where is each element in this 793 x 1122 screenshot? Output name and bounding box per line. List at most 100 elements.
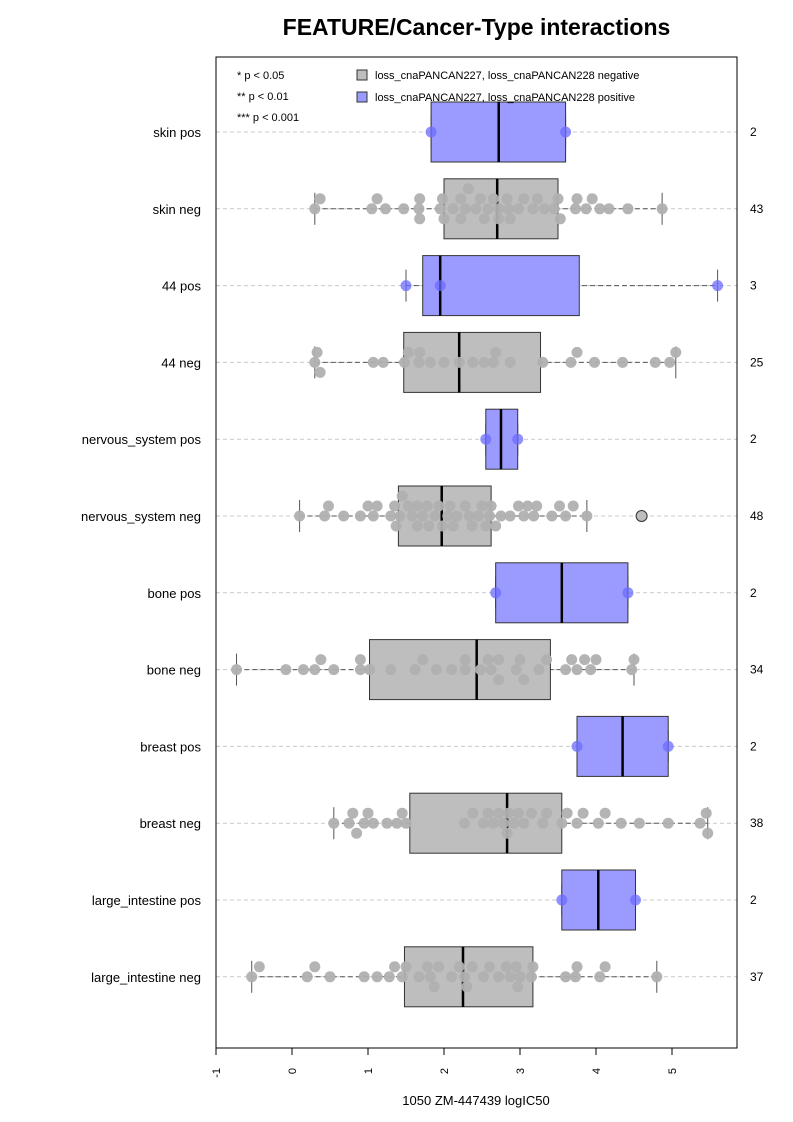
row-count-skin-neg: 43 xyxy=(750,202,764,216)
data-point-44-neg xyxy=(414,346,426,358)
data-point-bone-neg xyxy=(510,664,522,676)
data-point-bone-neg xyxy=(409,664,421,676)
data-point-skin-pos xyxy=(560,126,572,138)
data-point-large-intestine-neg xyxy=(453,961,465,973)
data-point-44-neg xyxy=(588,356,600,368)
data-point-skin-neg xyxy=(482,203,494,215)
data-point-skin-neg xyxy=(503,203,515,215)
data-point-44-neg xyxy=(438,356,450,368)
data-point-bone-neg xyxy=(493,674,505,686)
data-point-nervous-system-neg xyxy=(447,520,459,532)
row-count-large-intestine-neg: 37 xyxy=(750,970,764,984)
data-point-skin-neg xyxy=(434,203,446,215)
data-point-nervous-system-neg xyxy=(322,500,334,512)
data-point-large-intestine-neg xyxy=(446,971,458,983)
data-point-44-neg xyxy=(478,356,490,368)
data-point-nervous-system-neg xyxy=(367,510,379,522)
data-point-bone-neg xyxy=(585,664,597,676)
data-point-large-intestine-neg xyxy=(504,971,516,983)
data-point-large-intestine-neg xyxy=(413,971,425,983)
row-label-breast-pos: breast pos xyxy=(140,739,201,754)
data-point-44-pos xyxy=(712,280,724,292)
data-point-breast-pos xyxy=(571,740,583,752)
data-point-large-intestine-neg xyxy=(512,981,524,993)
data-point-skin-neg xyxy=(571,193,583,205)
data-point-breast-neg xyxy=(478,817,490,829)
data-point-skin-neg xyxy=(548,203,560,215)
data-point-skin-neg xyxy=(504,213,516,225)
point-layer xyxy=(231,126,724,993)
data-point-skin-neg xyxy=(603,203,615,215)
x-tick-label-0: 0 xyxy=(287,1068,299,1074)
data-point-nervous-system-neg xyxy=(385,510,397,522)
data-point-large-intestine-neg xyxy=(466,961,478,973)
row-label-nervous-system-neg: nervous_system neg xyxy=(81,509,201,524)
data-point-skin-neg xyxy=(470,203,482,215)
row-label-skin-pos: skin pos xyxy=(153,125,201,140)
data-point-nervous-system-neg xyxy=(480,520,492,532)
data-point-breast-neg xyxy=(351,827,363,839)
data-point-breast-neg xyxy=(493,807,505,819)
data-point-nervous-system-pos xyxy=(480,433,492,445)
data-point-breast-neg xyxy=(503,807,515,819)
data-point-bone-neg xyxy=(590,654,602,666)
data-point-nervous-system-neg xyxy=(319,510,331,522)
data-point-breast-neg xyxy=(482,807,494,819)
row-count-bone-pos: 2 xyxy=(750,586,757,600)
data-point-breast-neg xyxy=(487,817,499,829)
data-point-44-neg xyxy=(402,346,414,358)
data-point-skin-pos xyxy=(425,126,437,138)
data-point-large-intestine-pos xyxy=(556,894,568,906)
data-point-nervous-system-neg xyxy=(466,520,478,532)
data-point-skin-neg xyxy=(309,203,321,215)
data-point-44-neg xyxy=(571,346,583,358)
data-point-breast-neg xyxy=(694,817,706,829)
data-point-nervous-system-neg xyxy=(433,500,445,512)
data-point-skin-neg xyxy=(314,193,326,205)
data-point-bone-neg xyxy=(328,664,340,676)
x-tick-label-2: 2 xyxy=(439,1068,451,1074)
box-44-pos xyxy=(422,255,580,317)
data-point-skin-neg xyxy=(459,203,471,215)
data-point-skin-neg xyxy=(656,203,668,215)
data-point-nervous-system-neg xyxy=(389,500,401,512)
data-point-nervous-system-neg xyxy=(354,510,366,522)
data-point-large-intestine-neg xyxy=(396,971,408,983)
data-point-skin-neg xyxy=(447,203,459,215)
data-point-skin-neg xyxy=(487,193,499,205)
data-point-large-intestine-neg xyxy=(571,961,583,973)
data-point-bone-neg xyxy=(446,664,458,676)
data-point-breast-neg xyxy=(571,817,583,829)
data-point-nervous-system-neg xyxy=(512,500,524,512)
data-point-nervous-system-neg xyxy=(485,500,497,512)
data-point-nervous-system-neg xyxy=(371,500,383,512)
data-point-bone-neg xyxy=(459,664,471,676)
significance-legend-item: * p < 0.05 xyxy=(237,70,284,82)
x-axis-title: 1050 ZM-447439 logIC50 xyxy=(402,1093,549,1108)
x-tick-label-4: 4 xyxy=(591,1068,603,1074)
data-point-skin-neg xyxy=(379,203,391,215)
x-tick-label-5: 5 xyxy=(667,1068,679,1074)
data-point-large-intestine-neg xyxy=(371,971,383,983)
data-point-breast-neg xyxy=(592,817,604,829)
data-point-skin-neg xyxy=(501,193,513,205)
data-point-bone-neg xyxy=(485,664,497,676)
data-point-nervous-system-neg xyxy=(421,500,433,512)
data-point-bone-neg xyxy=(533,664,545,676)
data-point-skin-neg xyxy=(580,203,592,215)
data-point-skin-neg xyxy=(586,193,598,205)
data-point-breast-neg xyxy=(347,807,359,819)
data-point-bone-neg xyxy=(566,654,578,666)
data-point-breast-neg xyxy=(381,817,393,829)
data-point-bone-neg xyxy=(309,664,321,676)
data-point-skin-neg xyxy=(594,203,606,215)
data-point-large-intestine-neg xyxy=(478,971,490,983)
data-point-large-intestine-neg xyxy=(389,961,401,973)
data-point-bone-neg xyxy=(315,654,327,666)
data-point-bone-neg xyxy=(579,654,591,666)
data-point-breast-neg xyxy=(541,807,553,819)
data-point-skin-neg xyxy=(398,203,410,215)
chart-title: FEATURE/Cancer-Type interactions xyxy=(282,14,671,40)
data-point-large-intestine-neg xyxy=(599,961,611,973)
data-point-skin-neg xyxy=(512,203,524,215)
